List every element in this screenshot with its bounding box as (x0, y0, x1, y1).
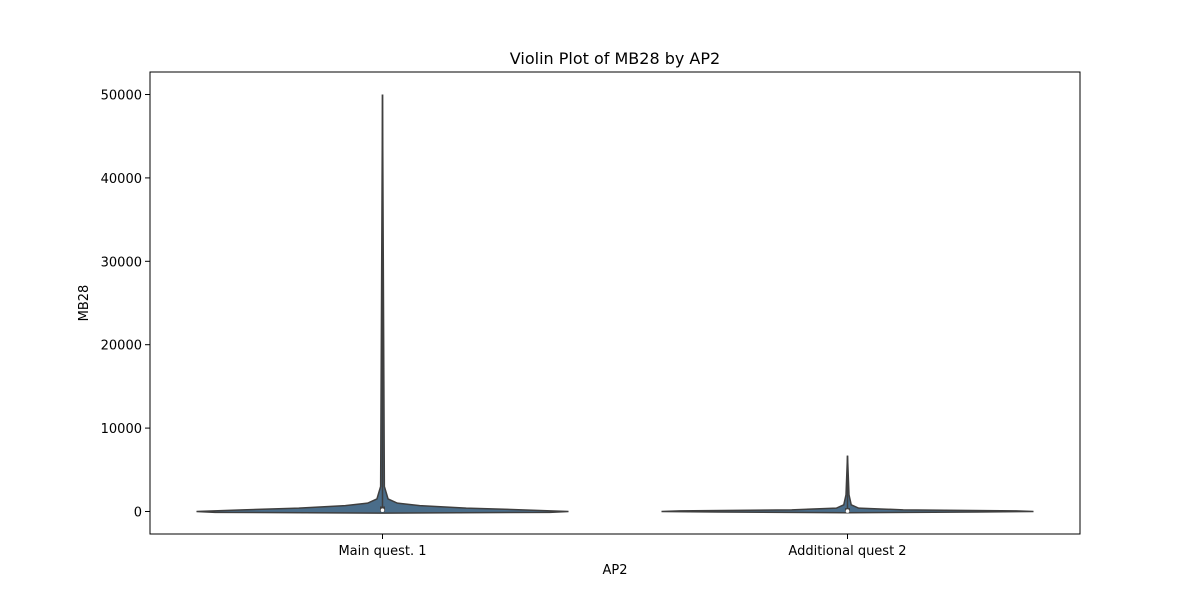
violins (196, 94, 1034, 514)
y-tick-label: 30000 (101, 255, 142, 270)
y-tick-label: 0 (134, 505, 142, 520)
y-axis: 0 10000 20000 30000 40000 50000 (101, 89, 150, 520)
violin-median (380, 508, 385, 513)
x-tick-label: Main quest. 1 (338, 544, 426, 559)
plot-frame (149, 71, 1081, 535)
y-tick-label: 50000 (101, 89, 142, 104)
y-tick-label: 10000 (101, 422, 142, 437)
x-tick-label: Additional quest 2 (788, 544, 906, 559)
x-axis-label: AP2 (602, 563, 627, 578)
y-tick-label: 40000 (101, 172, 142, 187)
y-axis-label: MB28 (77, 285, 92, 322)
violin-median (845, 509, 850, 513)
y-tick-label: 20000 (101, 339, 142, 354)
x-axis: Main quest. 1 Additional quest 2 (338, 534, 907, 559)
chart-title: Violin Plot of MB28 by AP2 (510, 49, 720, 68)
